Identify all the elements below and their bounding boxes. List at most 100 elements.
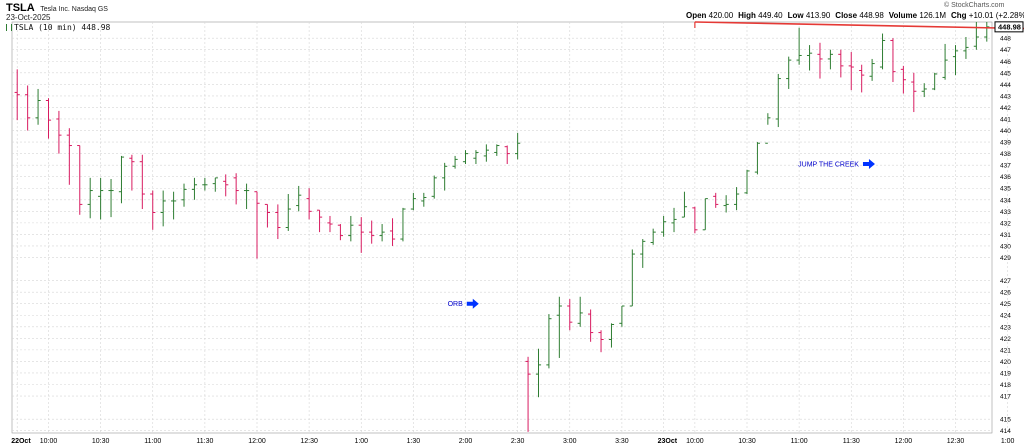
x-tick-label: 1:00 (354, 438, 368, 445)
ohlc-bar (442, 162, 448, 191)
x-tick-label: 12:00 (248, 438, 266, 445)
y-tick-label: 414 (1000, 428, 1011, 435)
ohlc-bars (14, 22, 990, 432)
y-tick-label: 446 (1000, 59, 1011, 66)
x-tick-label: 2:30 (511, 438, 525, 445)
ohlc-bar (139, 154, 145, 210)
stat-value: +10.01 (+2.28%) (968, 11, 1024, 20)
ohlc-bar (160, 190, 166, 227)
x-tick-label: 12:30 (300, 438, 318, 445)
ohlc-bar (379, 224, 385, 242)
ohlc-bar (223, 174, 229, 197)
ohlc-bar (702, 198, 708, 231)
x-tick-label: 11:00 (791, 438, 808, 445)
ohlc-bar (588, 309, 594, 342)
x-tick-label: 3:00 (563, 438, 577, 445)
y-tick-label: 426 (1000, 290, 1011, 297)
ohlc-bar (25, 85, 31, 131)
x-tick-label: 10:30 (92, 438, 110, 445)
y-tick-label: 437 (1000, 163, 1011, 170)
ticker-symbol: TSLA (6, 2, 35, 14)
ohlc-bar (671, 207, 677, 233)
y-tick-label: 438 (1000, 151, 1011, 158)
y-tick-label: 440 (1000, 128, 1011, 135)
ohlc-bar (660, 215, 667, 237)
chart-date: 23-Oct-2025 (6, 13, 51, 22)
ohlc-bar (129, 154, 135, 191)
plot-frame (11, 21, 993, 434)
ohlc-bar (118, 155, 125, 204)
stat-value: 449.40 (758, 11, 783, 20)
ohlc-bar (202, 177, 208, 191)
legend-swatch-icon (6, 24, 12, 31)
y-tick-label: 441 (1000, 116, 1011, 123)
ohlc-bar (56, 110, 62, 154)
ohlc-bar (348, 215, 354, 242)
y-axis-labels: 414 415 417 418 419 420 421 422 423 424 425 426 427 4… (1000, 36, 1011, 436)
y-tick-label: 424 (1000, 313, 1011, 320)
y-tick-label: 431 (1000, 232, 1011, 239)
trendline (694, 21, 1024, 30)
x-axis-labels: 22Oct 10:00 10:30 11:00 11:30 12:00 12:30 1:00 1… (11, 438, 1015, 445)
ohlc-bar (733, 187, 740, 211)
company-name: Tesla Inc. Nasdaq GS (40, 6, 108, 13)
ohlc-stats: Open 420.00 High 449.40 Low 413.90 Close 44… (686, 11, 1024, 20)
ohlc-bar (150, 190, 156, 230)
stockcharts-credit: © StockCharts.com (944, 2, 1005, 9)
stat-label: Chg (951, 11, 969, 20)
current-price-label: 448.98 (998, 23, 1021, 32)
ohlc-bar (577, 296, 583, 327)
ohlc-bar (170, 191, 177, 220)
ohlc-bar (525, 356, 531, 432)
ohlc-bar (911, 72, 917, 113)
chart-annotations: ORB JUMP THE CREEK 448.98 (448, 21, 1024, 309)
ohlc-bar (504, 145, 510, 165)
ohlc-bar (890, 38, 896, 83)
ohlc-bar (337, 224, 344, 241)
ohlc-bar (14, 69, 20, 121)
ohlc-bar (869, 58, 875, 81)
y-tick-label: 415 (1000, 417, 1011, 424)
ohlc-bar (191, 177, 198, 200)
ohlc-bar (629, 249, 635, 307)
stat-value: 126.1M (919, 11, 946, 20)
ohlc-bar (921, 83, 927, 98)
stat-label: Low (787, 11, 806, 20)
ohlc-bar (515, 132, 521, 160)
ohlc-bar (973, 22, 979, 50)
y-tick-label: 420 (1000, 359, 1011, 366)
y-tick-label: 421 (1000, 347, 1011, 354)
y-tick-label: 435 (1000, 186, 1011, 193)
y-tick-label: 439 (1000, 140, 1011, 147)
chart-title: TSLA Tesla Inc. Nasdaq GS (6, 2, 108, 14)
ohlc-bar (567, 299, 573, 331)
series-legend: TSLA (10 min) 448.98 (6, 23, 110, 32)
y-tick-label: 445 (1000, 70, 1011, 77)
x-tick-label: 12:00 (895, 438, 913, 445)
stat-label: Open (686, 11, 709, 20)
y-tick-label: 427 (1000, 278, 1011, 285)
ohlc-bar (713, 192, 719, 208)
y-tick-label: 422 (1000, 336, 1011, 343)
y-tick-label: 432 (1000, 220, 1011, 227)
ohlc-bar (765, 113, 771, 144)
ohlc-bar (369, 220, 375, 244)
x-tick-label: 10:00 (686, 438, 704, 445)
ohlc-bar (681, 191, 688, 218)
x-tick-label: 1:00 (1001, 438, 1015, 445)
ohlc-bar (817, 42, 823, 79)
y-tick-label: 423 (1000, 324, 1011, 331)
ohlc-bar (462, 150, 469, 165)
stat-value: 448.98 (859, 11, 884, 20)
ohlc-bar (421, 192, 427, 207)
ohlc-bar (66, 128, 72, 185)
y-tick-label: 447 (1000, 47, 1011, 54)
ohlc-bar (275, 204, 281, 240)
y-tick-label: 436 (1000, 174, 1011, 181)
y-tick-label: 448 (1000, 36, 1011, 43)
ohlc-bar (838, 49, 844, 78)
y-tick-label: 434 (1000, 197, 1011, 204)
ohlc-bar (879, 33, 886, 70)
ohlc-bar (796, 27, 802, 65)
